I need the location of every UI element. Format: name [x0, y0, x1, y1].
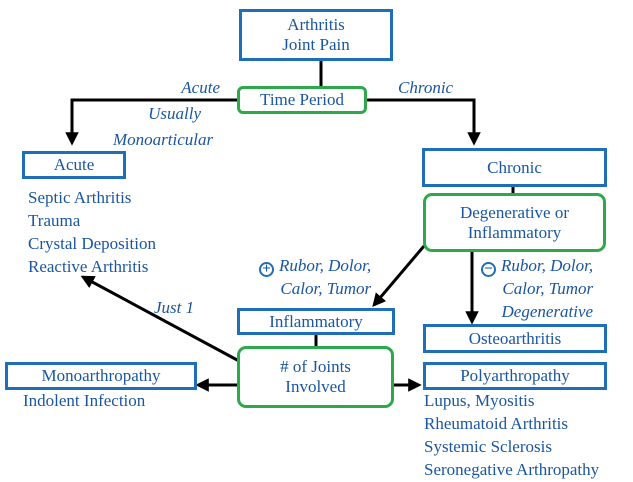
acute-causes-list: Septic Arthritis Trauma Crystal Depositi… [28, 186, 156, 278]
node-inflammatory: Inflammatory [237, 308, 395, 335]
list-item: Systemic Sclerosis [424, 437, 552, 456]
list-item: Crystal Deposition [28, 234, 156, 253]
node-degenerative-or-inflammatory: Degenerative or Inflammatory [423, 193, 606, 252]
node-chronic: Chronic [422, 148, 607, 187]
label-acute-edge: Acute [181, 76, 220, 99]
node-osteoarthritis: Osteoarthritis [423, 324, 607, 353]
list-item: Reactive Arthritis [28, 257, 149, 276]
node-label: Chronic [487, 157, 542, 177]
edge-joints-to-acute-list [80, 275, 253, 370]
label-line: Monoarticular [113, 130, 214, 149]
edge-time-period-to-acute [65, 98, 238, 146]
label-line: Usually [148, 104, 201, 123]
label-line: Calor, Tumor [280, 279, 372, 298]
node-label: Inflammatory [269, 311, 363, 331]
list-item: Trauma [28, 211, 81, 230]
node-number-of-joints-involved: # of Joints Involved [237, 346, 394, 408]
node-line: Arthritis [287, 15, 345, 35]
node-polyarthropathy: Polyarthropathy [423, 362, 607, 390]
node-label: Osteoarthritis [468, 328, 562, 348]
edge-time-period-to-chronic [366, 98, 481, 146]
node-label: Time Period [260, 90, 344, 110]
plus-icon: + [259, 262, 274, 277]
label-monoarticular: Monoarticular [113, 128, 213, 151]
label-just-one: Just 1 [154, 298, 195, 317]
label-chronic-edge: Chronic [398, 78, 454, 97]
list-item: Rheumatoid Arthritis [424, 414, 569, 433]
monoarthropathy-list: Indolent Infection [23, 389, 145, 412]
node-line: # of Joints [280, 357, 351, 377]
node-line: Involved [285, 377, 346, 396]
node-label: Polyarthropathy [460, 366, 570, 386]
node-acute: Acute [22, 151, 126, 179]
node-time-period: Time Period [237, 86, 367, 114]
label-line: Rubor, Dolor, [279, 256, 372, 275]
node-line: Joint Pain [282, 35, 350, 54]
label-line: Rubor, Dolor, [501, 256, 594, 275]
minus-icon: − [481, 262, 496, 277]
node-line: Degenerative or [459, 202, 570, 222]
label-line: Acute [181, 78, 220, 97]
node-monoarthropathy: Monoarthropathy [5, 362, 197, 390]
edge-degen-to-inflammatory [372, 245, 426, 308]
label-line: Degenerative [501, 302, 594, 321]
list-item: Lupus, Myositis [424, 391, 535, 410]
list-item: Seronegative Arthropathy [424, 460, 600, 479]
node-line: Inflammatory [467, 222, 562, 242]
node-label: Acute [53, 155, 95, 175]
label-line: Calor, Tumor [502, 279, 594, 298]
list-item: Indolent Infection [23, 391, 146, 410]
label-degenerative-signs: − Rubor, Dolor, Calor, Tumor Degenerative [481, 254, 593, 323]
node-label: Monoarthropathy [41, 366, 161, 386]
label-usually: Usually [148, 102, 201, 125]
polyarthropathy-list: Lupus, Myositis Rheumatoid Arthritis Sys… [424, 389, 599, 481]
label-inflammatory-signs: + Rubor, Dolor, Calor, Tumor [259, 254, 371, 300]
node-arthritis-joint-pain: Arthritis Joint Pain [239, 9, 393, 61]
list-item: Septic Arthritis [28, 188, 132, 207]
